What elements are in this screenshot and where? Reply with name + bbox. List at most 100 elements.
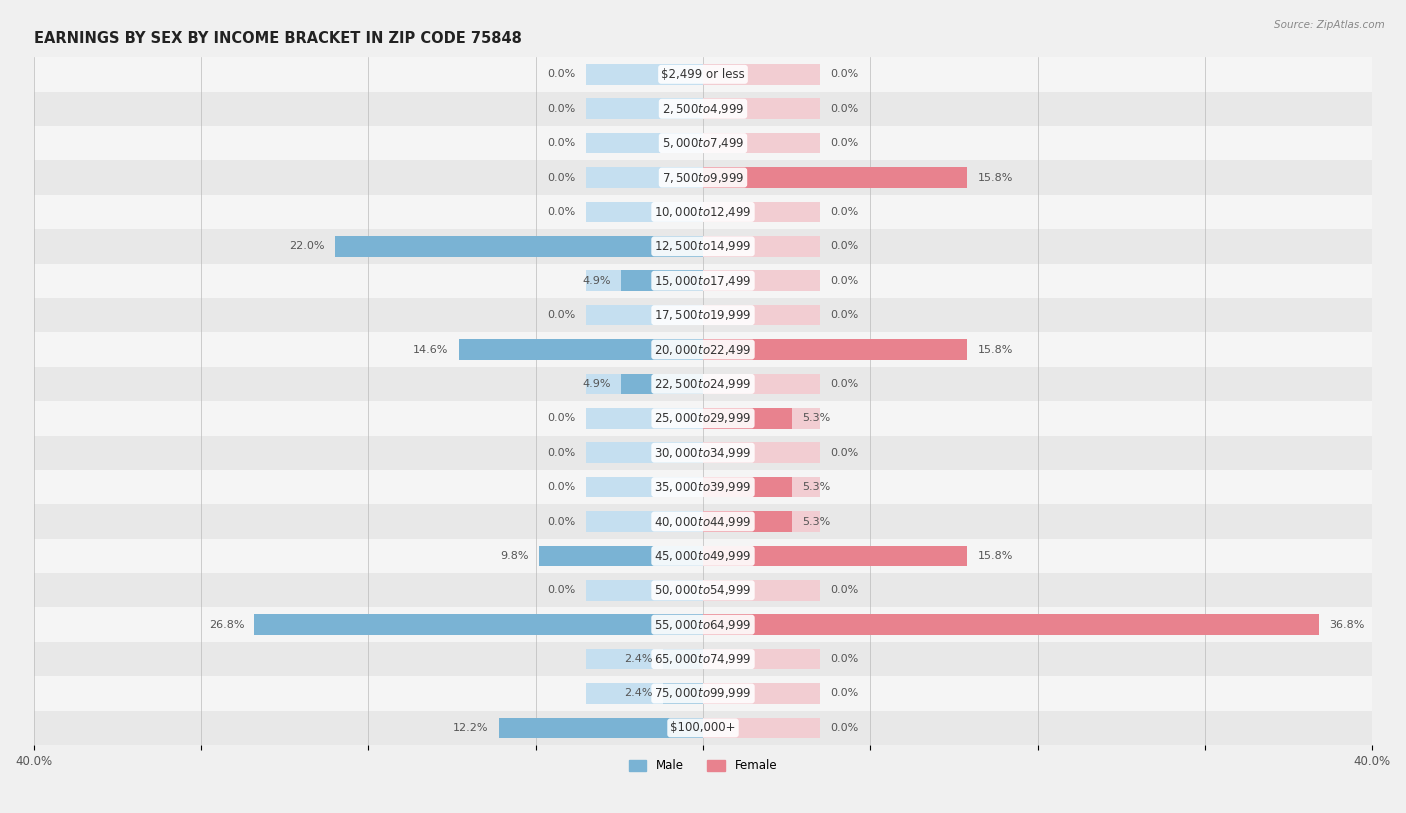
Text: 4.9%: 4.9% (582, 276, 612, 285)
Bar (703, 339, 820, 360)
Text: 0.0%: 0.0% (547, 413, 576, 424)
Bar (703, 408, 820, 428)
Bar (34, 195, 1372, 229)
Bar (703, 442, 820, 463)
Text: 4.9%: 4.9% (582, 379, 612, 389)
Bar (586, 236, 703, 257)
Bar (703, 339, 967, 360)
Bar (703, 167, 967, 188)
Text: $35,000 to $39,999: $35,000 to $39,999 (654, 480, 752, 494)
Bar (703, 476, 792, 498)
Bar (586, 271, 703, 291)
Bar (586, 202, 703, 222)
Bar (586, 615, 703, 635)
Text: 36.8%: 36.8% (1329, 620, 1364, 630)
Bar (586, 511, 703, 532)
Text: 0.0%: 0.0% (830, 585, 859, 595)
Bar (621, 374, 703, 394)
Text: 0.0%: 0.0% (830, 310, 859, 320)
Bar (703, 649, 820, 669)
Text: 0.0%: 0.0% (547, 104, 576, 114)
Bar (703, 98, 820, 119)
Text: $2,500 to $4,999: $2,500 to $4,999 (662, 102, 744, 115)
Text: 12.2%: 12.2% (453, 723, 489, 733)
Text: $30,000 to $34,999: $30,000 to $34,999 (654, 446, 752, 459)
Text: 5.3%: 5.3% (801, 482, 830, 492)
Bar (254, 615, 703, 635)
Bar (703, 546, 820, 566)
Text: 0.0%: 0.0% (830, 448, 859, 458)
Bar (34, 642, 1372, 676)
Text: 14.6%: 14.6% (413, 345, 449, 354)
Text: $17,500 to $19,999: $17,500 to $19,999 (654, 308, 752, 322)
Text: $45,000 to $49,999: $45,000 to $49,999 (654, 549, 752, 563)
Bar (586, 339, 703, 360)
Bar (586, 718, 703, 738)
Bar (586, 683, 703, 704)
Text: 15.8%: 15.8% (977, 345, 1012, 354)
Text: 0.0%: 0.0% (830, 104, 859, 114)
Bar (703, 683, 820, 704)
Bar (34, 298, 1372, 333)
Text: 0.0%: 0.0% (547, 207, 576, 217)
Text: 0.0%: 0.0% (830, 379, 859, 389)
Bar (458, 339, 703, 360)
Text: 0.0%: 0.0% (830, 138, 859, 148)
Bar (34, 607, 1372, 642)
Bar (34, 126, 1372, 160)
Bar (586, 546, 703, 566)
Bar (703, 511, 792, 532)
Bar (586, 476, 703, 498)
Bar (34, 676, 1372, 711)
Text: 0.0%: 0.0% (830, 689, 859, 698)
Text: $15,000 to $17,499: $15,000 to $17,499 (654, 274, 752, 288)
Bar (703, 476, 820, 498)
Text: $2,499 or less: $2,499 or less (661, 67, 745, 80)
Text: 0.0%: 0.0% (547, 585, 576, 595)
Text: 15.8%: 15.8% (977, 551, 1012, 561)
Bar (34, 160, 1372, 195)
Text: $100,000+: $100,000+ (671, 721, 735, 734)
Text: $50,000 to $54,999: $50,000 to $54,999 (654, 583, 752, 598)
Text: $7,500 to $9,999: $7,500 to $9,999 (662, 171, 744, 185)
Legend: Male, Female: Male, Female (624, 754, 782, 777)
Text: $40,000 to $44,999: $40,000 to $44,999 (654, 515, 752, 528)
Text: 26.8%: 26.8% (209, 620, 245, 630)
Bar (335, 236, 703, 257)
Text: 0.0%: 0.0% (547, 310, 576, 320)
Text: 0.0%: 0.0% (547, 448, 576, 458)
Text: 0.0%: 0.0% (547, 482, 576, 492)
Bar (586, 98, 703, 119)
Text: 0.0%: 0.0% (830, 241, 859, 251)
Bar (34, 573, 1372, 607)
Bar (586, 64, 703, 85)
Bar (34, 504, 1372, 539)
Text: $65,000 to $74,999: $65,000 to $74,999 (654, 652, 752, 666)
Bar (703, 408, 792, 428)
Text: 0.0%: 0.0% (830, 69, 859, 80)
Bar (34, 367, 1372, 401)
Text: 0.0%: 0.0% (830, 723, 859, 733)
Text: 0.0%: 0.0% (547, 516, 576, 527)
Text: 0.0%: 0.0% (830, 276, 859, 285)
Bar (703, 167, 820, 188)
Bar (703, 615, 1319, 635)
Text: $55,000 to $64,999: $55,000 to $64,999 (654, 618, 752, 632)
Bar (703, 64, 820, 85)
Text: $10,000 to $12,499: $10,000 to $12,499 (654, 205, 752, 219)
Bar (586, 133, 703, 154)
Bar (703, 580, 820, 601)
Bar (34, 263, 1372, 298)
Bar (586, 167, 703, 188)
Bar (703, 374, 820, 394)
Bar (662, 683, 703, 704)
Text: EARNINGS BY SEX BY INCOME BRACKET IN ZIP CODE 75848: EARNINGS BY SEX BY INCOME BRACKET IN ZIP… (34, 31, 522, 46)
Bar (703, 546, 967, 566)
Bar (703, 511, 820, 532)
Bar (662, 649, 703, 669)
Bar (586, 580, 703, 601)
Bar (586, 442, 703, 463)
Bar (34, 436, 1372, 470)
Bar (34, 401, 1372, 436)
Text: 0.0%: 0.0% (830, 207, 859, 217)
